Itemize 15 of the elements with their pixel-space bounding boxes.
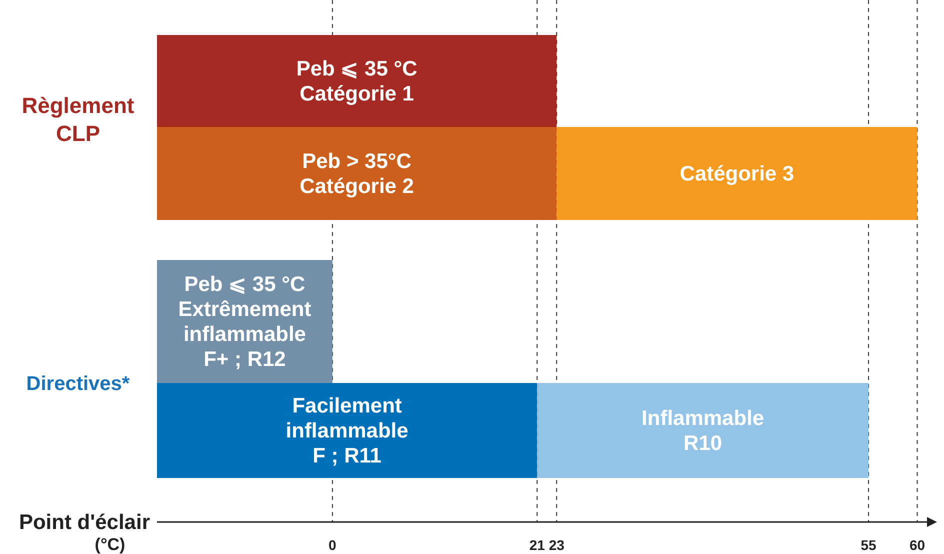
data-label: Peb ⩽ 35 °C Catégorie 1	[296, 58, 418, 106]
data-label: Facilement inflammable F ; R11	[286, 394, 408, 468]
x-axis-title: Point d'éclair	[18, 511, 150, 534]
x-tick-label: 21	[529, 537, 546, 553]
data-label: Inflammable R10	[642, 407, 764, 455]
x-tick-label: 55	[860, 537, 877, 553]
text: Règlement CLP	[22, 93, 135, 146]
text: (°C)	[94, 535, 126, 554]
data-label: Peb > 35°C Catégorie 2	[300, 150, 414, 198]
data-label: Peb ⩽ 35 °C Extrêmement inflammable F+ ; R12	[178, 273, 312, 371]
x-tick-label: 23	[548, 537, 565, 553]
x-tick-label: 60	[909, 537, 926, 553]
data-label: Catégorie 3	[680, 162, 794, 186]
x-tick-label: 0	[328, 537, 337, 553]
text: Directives*	[26, 373, 130, 395]
